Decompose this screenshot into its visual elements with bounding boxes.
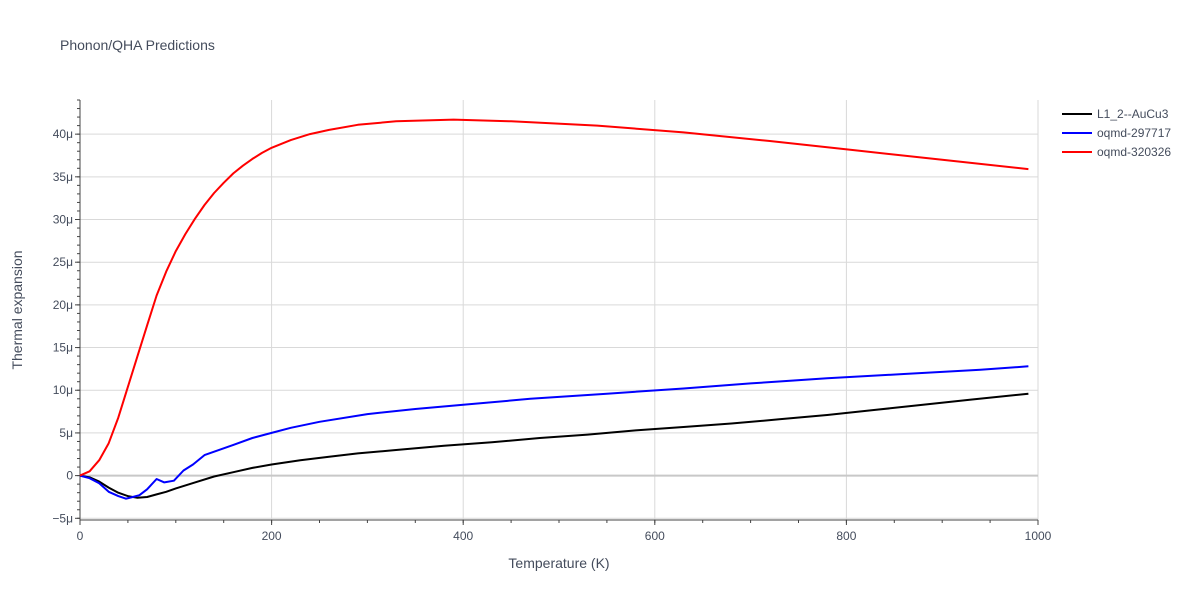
grid	[79, 100, 1039, 521]
y-tick-label: 15μ	[53, 341, 73, 355]
y-tick-label: 35μ	[53, 170, 73, 184]
y-axis-ticks: −5μ 0 5μ 10μ 15μ 20μ 25μ 30μ 35μ 40μ	[52, 127, 80, 525]
series-line-1	[79, 365, 1029, 500]
y-tick-label: 5μ	[59, 426, 73, 440]
chart-title: Phonon/QHA Predictions	[60, 37, 215, 53]
legend: L1_2--AuCu3 oqmd-297717 oqmd-320326	[1062, 107, 1171, 159]
series-lines	[79, 118, 1029, 500]
y-tick-label: 20μ	[53, 298, 73, 312]
y-tick-label: 25μ	[53, 255, 73, 269]
y-tick-label: −5μ	[52, 511, 73, 525]
y-tick-label: 0	[66, 469, 73, 483]
series-line-2	[79, 118, 1029, 477]
series-line-0	[79, 392, 1029, 499]
legend-label: oqmd-297717	[1097, 126, 1171, 140]
x-axis-ticks: 0 200 400 600 800 1000	[77, 520, 1052, 543]
x-tick-label: 1000	[1025, 529, 1052, 543]
legend-label: oqmd-320326	[1097, 145, 1171, 159]
x-tick-label: 200	[262, 529, 282, 543]
x-axis-title: Temperature (K)	[508, 555, 609, 571]
y-axis-title: Thermal expansion	[9, 250, 25, 369]
x-tick-label: 0	[77, 529, 84, 543]
x-tick-label: 800	[836, 529, 856, 543]
y-minor-ticks	[77, 99, 1039, 523]
y-tick-label: 10μ	[53, 383, 73, 397]
y-tick-label: 40μ	[53, 127, 73, 141]
x-tick-label: 600	[645, 529, 665, 543]
y-tick-label: 30μ	[53, 213, 73, 227]
x-tick-label: 400	[453, 529, 473, 543]
legend-label: L1_2--AuCu3	[1097, 107, 1169, 121]
